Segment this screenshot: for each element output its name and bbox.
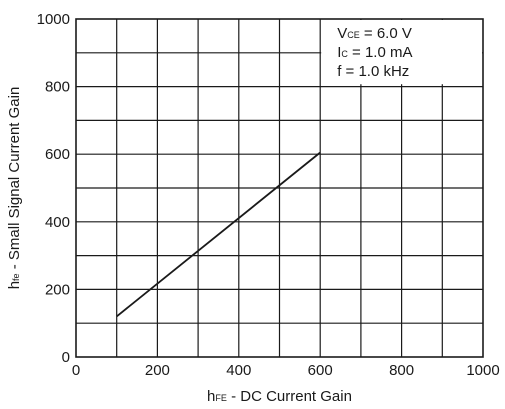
x-tick-label-800: 800 (389, 362, 414, 379)
y-tick-label-600: 600 (45, 146, 70, 163)
x-tick-labels: 0 200 400 600 800 1000 (72, 362, 500, 379)
annotation-vce: VCE = 6.0 V (337, 25, 412, 42)
y-tick-label-400: 400 (45, 214, 70, 231)
y-tick-label-0: 0 (62, 349, 70, 366)
series-group (116, 151, 321, 318)
series-line-0 (116, 151, 321, 318)
y-tick-labels: 0 200 400 600 800 1000 (37, 11, 70, 366)
x-tick-label-600: 600 (308, 362, 333, 379)
x-tick-label-0: 0 (72, 362, 80, 379)
y-axis-label: hfe - Small Signal Current Gain (6, 87, 23, 290)
y-tick-label-1000: 1000 (37, 11, 70, 28)
annotation-box: VCE = 6.0 V IC = 1.0 mA f = 1.0 kHz (321, 20, 482, 85)
x-tick-label-1000: 1000 (466, 362, 499, 379)
grid (76, 19, 483, 357)
x-tick-label-400: 400 (226, 362, 251, 379)
annotation-background (321, 20, 482, 85)
x-tick-label-200: 200 (145, 362, 170, 379)
y-tick-label-800: 800 (45, 79, 70, 96)
plot-frame (75, 18, 484, 358)
annotation-ic: IC = 1.0 mA (337, 44, 412, 61)
annotation-frequency: f = 1.0 kHz (337, 63, 409, 80)
y-tick-label-200: 200 (45, 281, 70, 298)
x-axis-label: hFE - DC Current Gain (207, 388, 352, 405)
